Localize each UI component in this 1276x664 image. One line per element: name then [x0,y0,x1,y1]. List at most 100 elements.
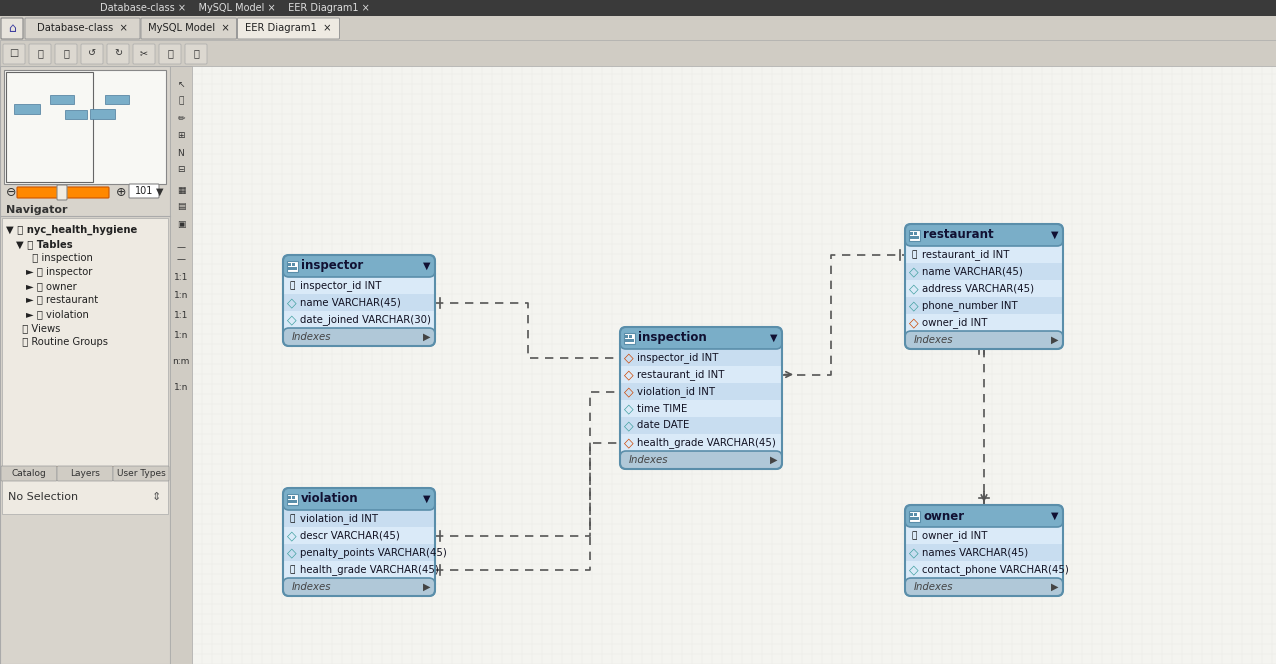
Text: health_grade VARCHAR(45): health_grade VARCHAR(45) [637,437,776,448]
Text: ◇: ◇ [910,563,919,576]
Text: ▶: ▶ [424,332,431,342]
Text: ✂: ✂ [140,48,148,58]
Text: —: — [176,256,185,264]
Text: names VARCHAR(45): names VARCHAR(45) [923,548,1028,558]
Text: violation_id INT: violation_id INT [637,386,715,397]
FancyBboxPatch shape [283,578,435,596]
Text: owner: owner [923,509,965,523]
Text: ◇: ◇ [624,351,634,364]
FancyBboxPatch shape [160,44,181,64]
Bar [910,232,914,235]
FancyBboxPatch shape [129,184,160,198]
FancyBboxPatch shape [905,331,1063,349]
FancyBboxPatch shape [905,224,1063,246]
Text: ▼: ▼ [156,187,163,197]
Text: ◇: ◇ [910,316,919,329]
Bar [105,95,129,104]
Bar [621,400,781,417]
Bar [906,246,1062,263]
Text: ◇: ◇ [910,265,919,278]
Bar [0,66,170,664]
Text: 💾: 💾 [63,48,69,58]
Text: 🔑: 🔑 [290,281,295,290]
Text: 🔑: 🔑 [911,250,916,259]
Text: Database-class  ×: Database-class × [37,23,128,33]
Bar [14,104,40,114]
Bar [0,0,1276,16]
Text: ↻: ↻ [114,48,122,58]
Bar [292,496,295,499]
Bar [4,70,166,184]
FancyBboxPatch shape [142,18,236,39]
Bar [288,263,291,266]
Bar [50,95,74,104]
Bar [285,527,434,544]
Bar [285,544,434,561]
Text: ⊞: ⊞ [177,131,185,141]
Bar [909,511,920,522]
Bar [906,527,1062,544]
Bar [906,544,1062,561]
Bar [288,500,297,503]
Text: ◇: ◇ [624,385,634,398]
Text: No Selection: No Selection [8,492,78,502]
Text: N: N [177,149,184,157]
Text: inspector_id INT: inspector_id INT [637,352,718,363]
Text: ▣: ▣ [177,220,185,228]
Bar [909,230,920,241]
Text: ▼: ▼ [424,261,431,271]
FancyBboxPatch shape [905,505,1063,527]
Bar [910,517,919,520]
Bar [3,218,168,466]
Text: Indexes: Indexes [914,582,953,592]
Text: 🗂 Routine Groups: 🗂 Routine Groups [17,337,108,347]
Bar [285,277,434,294]
Bar [621,366,781,383]
Text: ▼ 🗂 Tables: ▼ 🗂 Tables [17,239,73,249]
Text: 🔑: 🔑 [290,514,295,523]
Bar [906,297,1062,314]
Bar [6,72,93,182]
Bar [292,263,295,266]
Text: —: — [176,244,185,252]
Text: ► 📋 violation: ► 📋 violation [26,309,89,319]
Bar [191,66,1276,664]
Bar [905,224,1063,331]
Bar [283,255,435,328]
Text: ▼ 🗄 nyc_health_hygiene: ▼ 🗄 nyc_health_hygiene [6,225,138,235]
Text: contact_phone VARCHAR(45): contact_phone VARCHAR(45) [923,564,1069,575]
Text: descr VARCHAR(45): descr VARCHAR(45) [300,531,399,540]
Text: 1:n: 1:n [174,382,188,392]
Text: □: □ [9,48,19,58]
Bar [621,383,781,400]
FancyBboxPatch shape [3,44,26,64]
Text: violation: violation [301,493,359,505]
Text: Indexes: Indexes [292,582,332,592]
Text: name VARCHAR(45): name VARCHAR(45) [923,266,1023,276]
Bar [288,267,297,270]
Text: 1:n: 1:n [174,291,188,301]
Bar [621,349,781,366]
FancyBboxPatch shape [237,18,339,39]
Text: ◇: ◇ [910,282,919,295]
Text: Catalog: Catalog [11,469,46,479]
Text: ⌂: ⌂ [8,21,15,35]
FancyBboxPatch shape [283,328,435,346]
Bar [285,510,434,527]
Bar [287,494,299,505]
Text: address VARCHAR(45): address VARCHAR(45) [923,284,1034,293]
Text: time TIME: time TIME [637,404,688,414]
Text: n:m: n:m [172,357,190,367]
Text: inspection: inspection [638,331,707,345]
Bar [906,280,1062,297]
FancyBboxPatch shape [17,187,108,198]
Text: ◇: ◇ [287,313,297,326]
Text: ◇: ◇ [624,368,634,381]
Text: ▼: ▼ [1051,230,1059,240]
Text: Database-class ×    MySQL Model ×    EER Diagram1 ×: Database-class × MySQL Model × EER Diagr… [100,3,370,13]
Bar [3,480,168,514]
Text: 🔑: 🔑 [290,565,295,574]
Text: ◇: ◇ [287,529,297,542]
Bar [170,66,191,664]
Text: ▶: ▶ [424,582,431,592]
